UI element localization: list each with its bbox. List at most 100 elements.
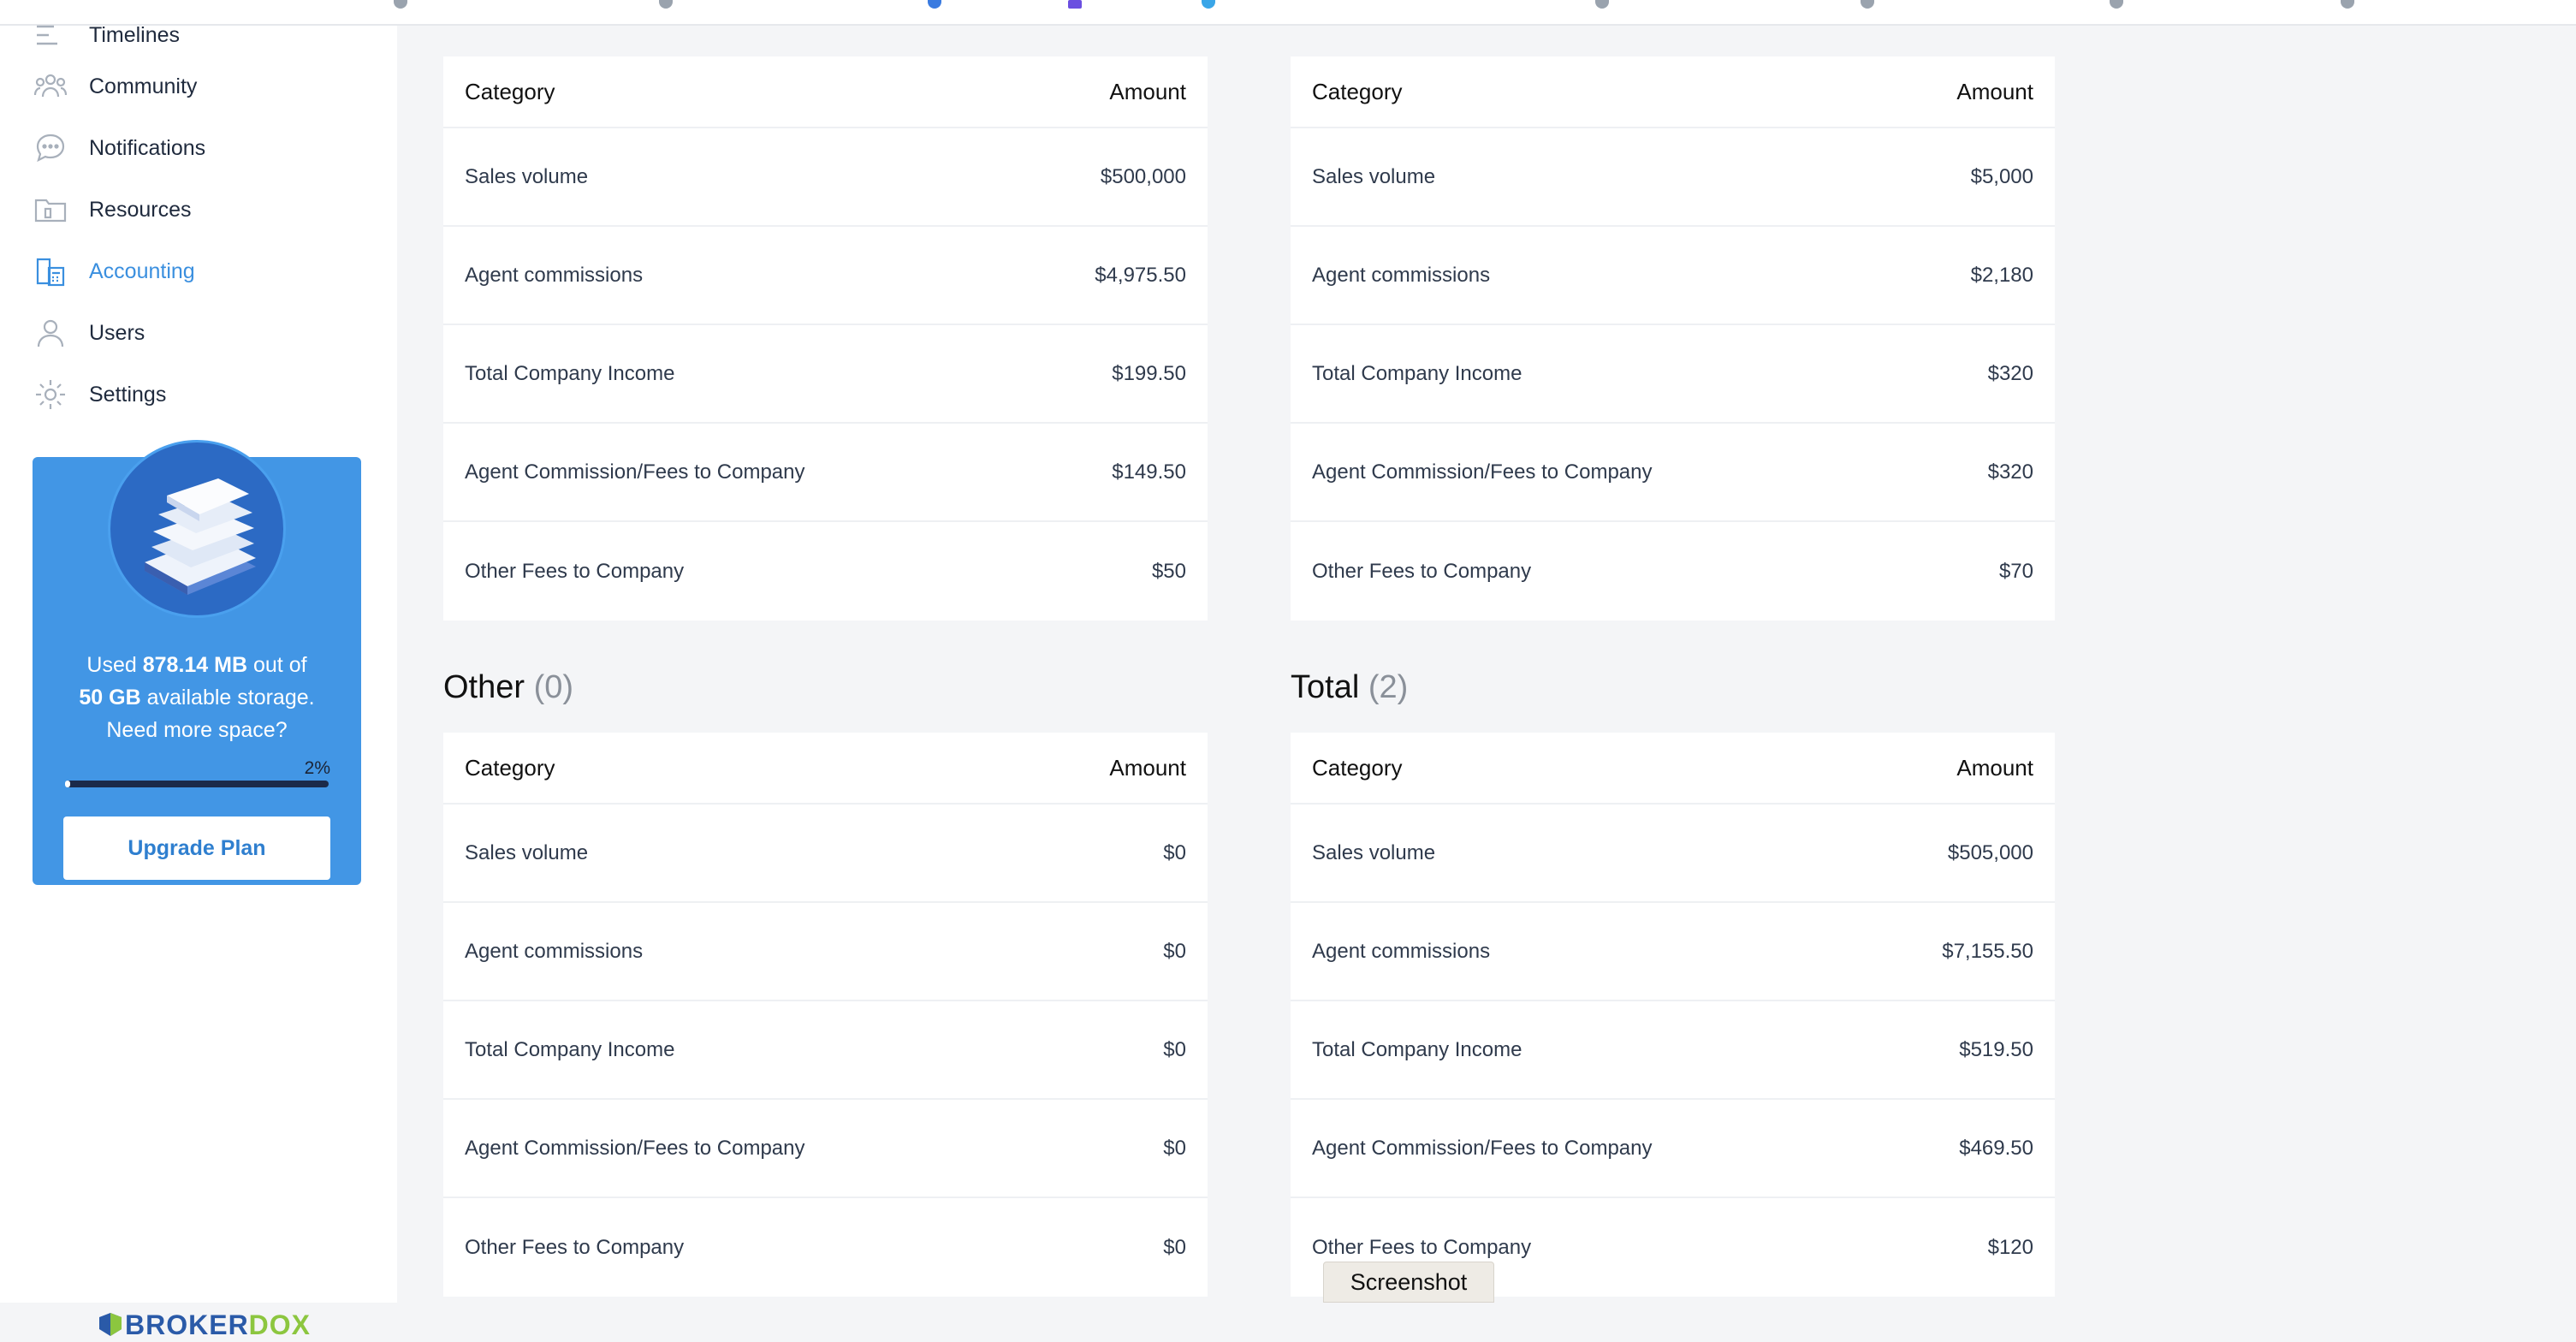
sidebar-item-users[interactable]: Users	[33, 312, 366, 354]
sidebar-item-notifications[interactable]: Notifications	[33, 127, 366, 169]
row-category: Agent Commission/Fees to Company	[1312, 1136, 1653, 1160]
bookmark-icon[interactable]	[659, 0, 673, 9]
bookmark-icon[interactable]	[1861, 0, 1874, 9]
sidebar-item-settings[interactable]: Settings	[33, 373, 366, 416]
table-row: Agent commissions $7,155.50	[1291, 903, 2055, 1001]
row-amount: $320	[1987, 460, 2033, 484]
logo-text-dox: DOX	[248, 1309, 312, 1340]
bookmark-icon[interactable]	[2110, 0, 2123, 9]
panel-title-other: Other (0)	[443, 669, 573, 706]
bookmark-icon[interactable]	[928, 0, 941, 9]
sidebar: Timelines Community Notifications Resour…	[0, 23, 397, 1340]
bookmark-icon[interactable]	[1202, 0, 1215, 9]
column-header-amount: Amount	[1956, 78, 2033, 104]
row-amount: $0	[1163, 1136, 1186, 1160]
sidebar-item-community[interactable]: Community	[33, 65, 366, 108]
table-row: Sales volume $5,000	[1291, 128, 2055, 227]
row-category: Total Company Income	[465, 361, 675, 385]
storage-need-more-text: Need more space?	[106, 718, 288, 742]
row-category: Sales volume	[465, 164, 589, 188]
row-category: Sales volume	[1312, 840, 1436, 864]
panel-title-count: (0)	[533, 669, 574, 705]
row-amount: $519.50	[1959, 1037, 2033, 1061]
upgrade-plan-button[interactable]: Upgrade Plan	[63, 816, 330, 880]
row-amount: $0	[1163, 939, 1186, 963]
row-category: Other Fees to Company	[465, 1235, 685, 1259]
panel-title-text: Other	[443, 669, 525, 705]
row-amount: $149.50	[1112, 460, 1186, 484]
logo-text-broker: BROKER	[125, 1309, 249, 1340]
sidebar-item-timelines[interactable]: Timelines	[33, 14, 366, 56]
row-category: Sales volume	[1312, 164, 1436, 188]
panel-title-count: (2)	[1368, 669, 1409, 705]
row-category: Other Fees to Company	[1312, 559, 1532, 583]
row-amount: $320	[1987, 361, 2033, 385]
storage-used-prefix: Used	[86, 653, 137, 677]
storage-available-text: available storage.	[146, 686, 315, 710]
row-category: Agent commissions	[465, 939, 644, 963]
column-header-category: Category	[1312, 754, 1403, 781]
sidebar-item-label: Accounting	[89, 258, 195, 283]
storage-progress-bar	[65, 781, 329, 787]
screenshot-tooltip: Screenshot	[1323, 1262, 1494, 1303]
user-icon	[33, 315, 68, 351]
panel-title-total: Total (2)	[1291, 669, 1408, 706]
row-amount: $120	[1987, 1235, 2033, 1259]
row-amount: $505,000	[1947, 840, 2033, 864]
row-category: Total Company Income	[1312, 361, 1522, 385]
folder-icon	[33, 192, 68, 228]
sidebar-item-label: Settings	[89, 382, 167, 407]
row-amount: $0	[1163, 840, 1186, 864]
sidebar-item-label: Resources	[89, 197, 192, 222]
storage-usage-text: Used 878.14 MB out of 50 GB available st…	[33, 649, 361, 746]
panel-title-cut-off	[443, 0, 580, 24]
row-category: Other Fees to Company	[1312, 1235, 1532, 1259]
table-row: Sales volume $505,000	[1291, 805, 2055, 903]
storage-percent-label: 2%	[304, 758, 330, 778]
gear-icon	[33, 377, 68, 413]
row-amount: $0	[1163, 1235, 1186, 1259]
column-header-amount: Amount	[1109, 754, 1186, 781]
row-category: Agent Commission/Fees to Company	[465, 1136, 805, 1160]
table-row: Other Fees to Company $120	[1291, 1198, 2055, 1297]
table-row: Agent Commission/Fees to Company $149.50	[443, 424, 1208, 522]
bookmark-icon[interactable]	[394, 0, 407, 9]
table-row: Other Fees to Company $0	[443, 1198, 1208, 1297]
row-amount: $2,180	[1970, 263, 2033, 287]
column-header-category: Category	[465, 78, 555, 104]
sidebar-item-label: Users	[89, 320, 145, 345]
row-amount: $0	[1163, 1037, 1186, 1061]
storage-progress-fill	[65, 781, 71, 787]
row-category: Agent commissions	[1312, 263, 1491, 287]
table-header: Category Amount	[1291, 733, 2055, 805]
summary-table-top-right: Category Amount Sales volume $5,000 Agent…	[1291, 56, 2055, 621]
table-row: Agent commissions $0	[443, 903, 1208, 1001]
sidebar-item-label: Timelines	[89, 22, 181, 47]
table-header: Category Amount	[443, 56, 1208, 128]
sidebar-item-resources[interactable]: Resources	[33, 188, 366, 231]
column-header-amount: Amount	[1956, 754, 2033, 781]
table-row: Agent Commission/Fees to Company $320	[1291, 424, 2055, 522]
bookmark-icon[interactable]	[2341, 0, 2354, 9]
row-category: Total Company Income	[465, 1037, 675, 1061]
bookmark-icon[interactable]	[1595, 0, 1609, 9]
community-icon	[33, 68, 68, 104]
table-header: Category Amount	[1291, 56, 2055, 128]
row-category: Agent Commission/Fees to Company	[1312, 460, 1653, 484]
bookmark-icon[interactable]	[1068, 0, 1082, 9]
brokerdox-logo: BROKER DOX	[96, 1308, 311, 1342]
row-category: Agent commissions	[465, 263, 644, 287]
column-header-amount: Amount	[1109, 78, 1186, 104]
row-category: Agent Commission/Fees to Company	[465, 460, 805, 484]
row-amount: $469.50	[1959, 1136, 2033, 1160]
table-row: Agent Commission/Fees to Company $0	[443, 1100, 1208, 1198]
row-amount: $199.50	[1112, 361, 1186, 385]
sidebar-item-accounting[interactable]: Accounting	[33, 250, 366, 293]
storage-card: Used 878.14 MB out of 50 GB available st…	[33, 440, 361, 885]
table-row: Total Company Income $519.50	[1291, 1001, 2055, 1100]
table-row: Other Fees to Company $70	[1291, 522, 2055, 621]
calculator-icon	[33, 253, 68, 289]
sidebar-item-label: Notifications	[89, 135, 206, 160]
column-header-category: Category	[465, 754, 555, 781]
chat-bubble-icon	[33, 130, 68, 166]
